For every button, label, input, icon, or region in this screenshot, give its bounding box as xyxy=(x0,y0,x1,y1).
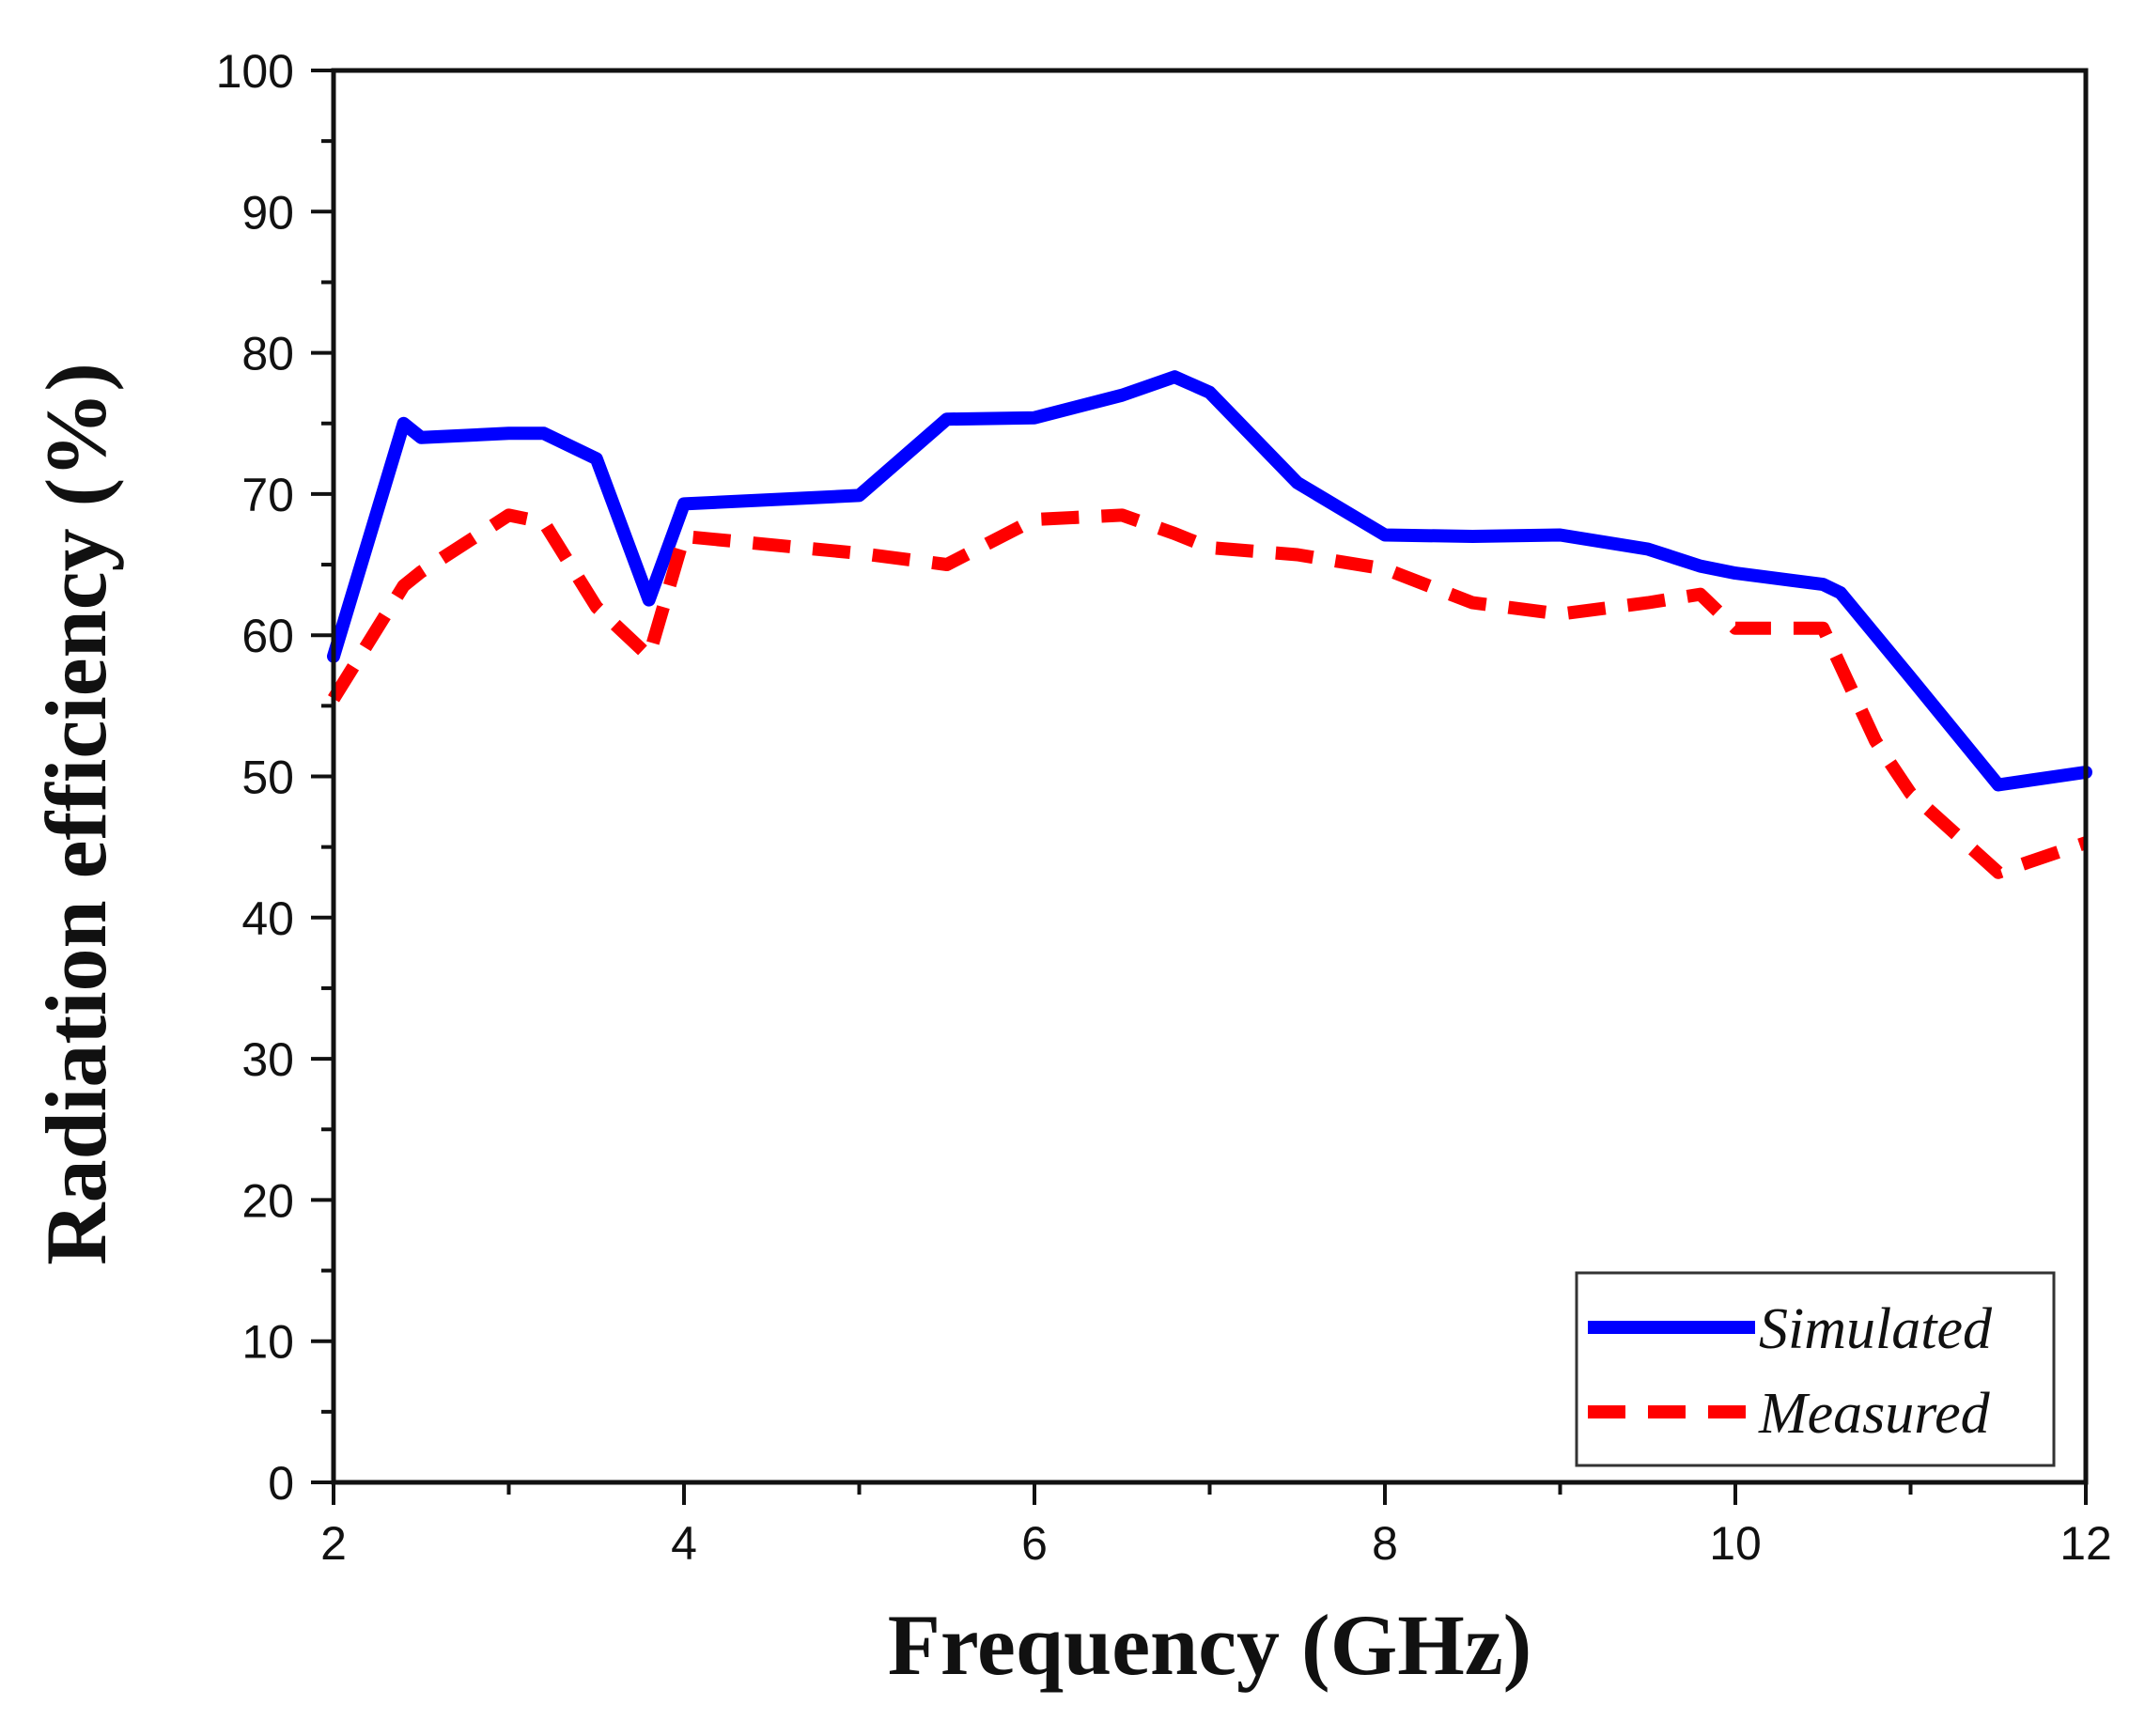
measured-point xyxy=(508,515,509,516)
plot-series xyxy=(327,370,2092,879)
simulated-point xyxy=(1735,573,1736,574)
y-tick-label: 60 xyxy=(241,610,294,662)
y-axis-ticks: 0 10 20 30 40 50 60 70 80 90 100 xyxy=(216,45,334,1510)
measured-point xyxy=(1875,740,1876,741)
legend: Simulated Measured xyxy=(1575,1271,2056,1467)
x-tick-label: 10 xyxy=(1709,1517,1762,1570)
simulated-point xyxy=(1472,535,1473,536)
legend-box xyxy=(1575,1271,2056,1467)
simulated-point xyxy=(1209,392,1210,393)
simulated-point xyxy=(543,433,544,434)
y-tick-label: 20 xyxy=(241,1174,294,1227)
measured-point xyxy=(1122,515,1123,516)
simulated-point xyxy=(1823,584,1824,585)
simulated-point xyxy=(859,495,860,496)
simulated-point xyxy=(1910,677,1911,678)
simulated-point xyxy=(1034,417,1035,418)
y-tick-label: 30 xyxy=(241,1033,294,1086)
measured-point xyxy=(1997,872,1998,873)
y-tick-label: 10 xyxy=(241,1316,294,1369)
measured-point xyxy=(1209,548,1210,549)
measured-point xyxy=(1647,602,1648,603)
measured-point xyxy=(1385,568,1386,569)
y-tick-label: 90 xyxy=(241,186,294,239)
simulated-point xyxy=(596,458,597,459)
simulated-point xyxy=(1840,593,1841,594)
simulated-point xyxy=(946,419,947,420)
x-tick-label: 4 xyxy=(671,1517,697,1570)
simulated-point xyxy=(1174,377,1175,378)
measured-point xyxy=(1472,602,1473,603)
measured-point xyxy=(1174,533,1175,534)
y-tick-label: 70 xyxy=(241,469,294,521)
measured-point xyxy=(1700,594,1701,595)
series-line-simulated xyxy=(327,370,2092,792)
legend-label-measured: Measured xyxy=(1758,1382,1991,1446)
y-tick-label: 80 xyxy=(241,328,294,380)
simulated-point xyxy=(1997,784,1998,785)
y-tick-label: 40 xyxy=(241,892,294,945)
y-tick-label: 0 xyxy=(268,1457,294,1510)
x-tick-label: 8 xyxy=(1372,1517,1398,1570)
measured-point xyxy=(859,553,860,554)
simulated-point xyxy=(648,599,649,600)
y-tick-label: 50 xyxy=(241,752,294,804)
measured-point xyxy=(1297,554,1298,555)
simulated-point xyxy=(403,423,404,424)
y-axis-title: Radiation efficiency (%) xyxy=(28,363,124,1265)
measured-point xyxy=(596,607,597,608)
legend-label-simulated: Simulated xyxy=(1759,1297,1993,1361)
simulated-point xyxy=(1297,482,1298,483)
x-tick-label: 12 xyxy=(2060,1517,2112,1570)
measured-point xyxy=(403,585,404,586)
measured-point xyxy=(684,535,685,536)
simulated-point xyxy=(508,433,509,434)
x-axis-title: Frequency (GHz) xyxy=(888,1597,1532,1693)
measured-point xyxy=(1560,613,1561,614)
measured-point xyxy=(1910,793,1911,794)
x-tick-label: 6 xyxy=(1021,1517,1048,1570)
plot-frame xyxy=(331,68,2089,1485)
measured-point xyxy=(543,521,544,522)
simulated-point xyxy=(1647,549,1648,550)
measured-point xyxy=(648,656,649,657)
measured-point xyxy=(946,565,947,566)
x-tick-label: 2 xyxy=(320,1517,347,1570)
measured-point xyxy=(421,571,422,572)
simulated-point xyxy=(421,437,422,438)
x-axis-ticks: 2 4 6 8 10 12 xyxy=(320,1482,2112,1570)
series-line-measured xyxy=(328,508,2089,879)
y-tick-label: 100 xyxy=(216,45,294,98)
